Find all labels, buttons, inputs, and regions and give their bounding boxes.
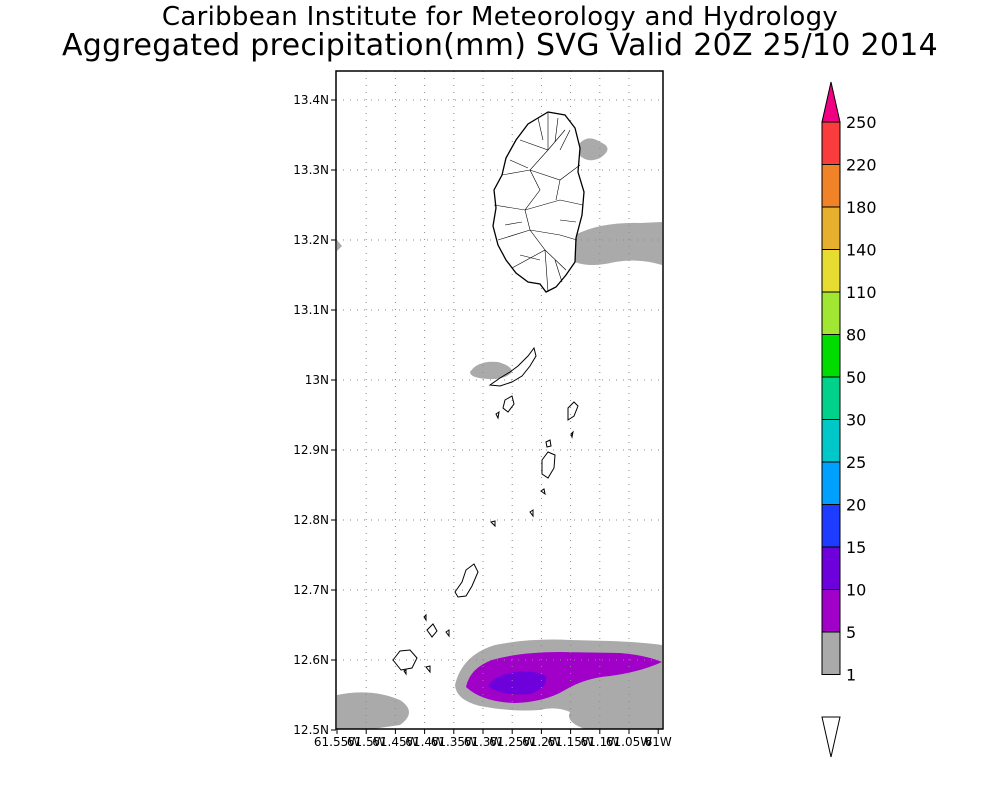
colorbar-swatch [821,589,841,633]
island-carriacou [454,563,479,598]
map-frame [335,70,664,730]
colorbar-level-label: 50 [846,368,866,387]
title-institute: Caribbean Institute for Meteorology and … [161,2,839,32]
colorbar-level-label: 140 [846,241,877,260]
lon-label: 61.4W [405,735,444,749]
colorbar-level-label: 250 [846,113,877,132]
lat-label: 12.9N [293,443,329,457]
colorbar-level-label: 15 [846,538,866,557]
graticule-grid [336,71,663,729]
colorbar-level-label: 220 [846,156,877,175]
colorbar-swatch [821,121,841,165]
lon-label: 61.5W [347,735,386,749]
lat-label: 12.7N [293,583,329,597]
colorbar-level-label: 180 [846,198,877,217]
lat-label: 13.3N [293,163,329,177]
island-petite-martinique [426,623,438,638]
island-union [541,451,556,479]
colorbar-swatch [821,206,841,250]
island-grenada-north [392,649,418,671]
colorbar-level-label: 5 [846,623,856,642]
island-canouan [567,401,579,421]
lon-label: 61.45W [372,735,418,749]
lon-label: 61.3W [464,735,503,749]
colorbar-swatch [821,546,841,590]
lon-label: 61.05W [606,735,652,749]
lon-label: 61.25W [489,735,535,749]
lat-label: 13.4N [293,93,329,107]
lat-label: 12.6N [293,653,329,667]
colorbar-swatch [821,291,841,335]
lat-label: 12.8N [293,513,329,527]
lat-label: 13.1N [293,303,329,317]
island-mayreau [545,439,552,448]
colorbar-swatch [821,504,841,548]
colorbar-swatch [821,249,841,293]
lat-label: 12.5N [293,723,329,737]
colorbar-swatch [821,334,841,378]
colorbar-level-label: 30 [846,411,866,430]
island-mustique [502,395,515,413]
lon-label: 61.55W [314,735,360,749]
colorbar-upper-arrow [821,81,841,123]
colorbar-level-label: 25 [846,453,866,472]
colorbar-level-label: 20 [846,496,866,515]
title-product: Aggregated precipitation(mm) SVG Valid 2… [61,28,939,63]
colorbar-swatch [821,164,841,208]
colorbar-swatch [821,631,841,675]
lon-label: 61W [645,735,672,749]
island-bequia [488,346,537,387]
lon-label: 61.1W [581,735,620,749]
lon-label: 61.15W [547,735,593,749]
lat-label: 13N [305,373,329,387]
colorbar-level-label: 110 [846,283,877,302]
precip-moderate-shading [466,652,662,703]
island-coastlines [392,111,585,676]
colorbar-swatch [821,376,841,420]
colorbar-lower-arrow [821,716,841,758]
colorbar-swatch [821,461,841,505]
colorbar-swatch [821,419,841,463]
colorbar-level-label: 80 [846,326,866,345]
colorbar-level-label: 1 [846,666,856,685]
latitude-axis: 13.4N 13.3N 13.2N 13.1N 13N 12.9N 12.8N 12.7N 12… [293,93,336,737]
lon-label: 61.2W [522,735,561,749]
lon-label: 61.35W [431,735,477,749]
colorbar-level-label: 10 [846,581,866,600]
lat-label: 13.2N [293,233,329,247]
longitude-axis: 61.55W61.5W61.45W61.4W61.35W61.3W61.25W6… [314,729,672,749]
